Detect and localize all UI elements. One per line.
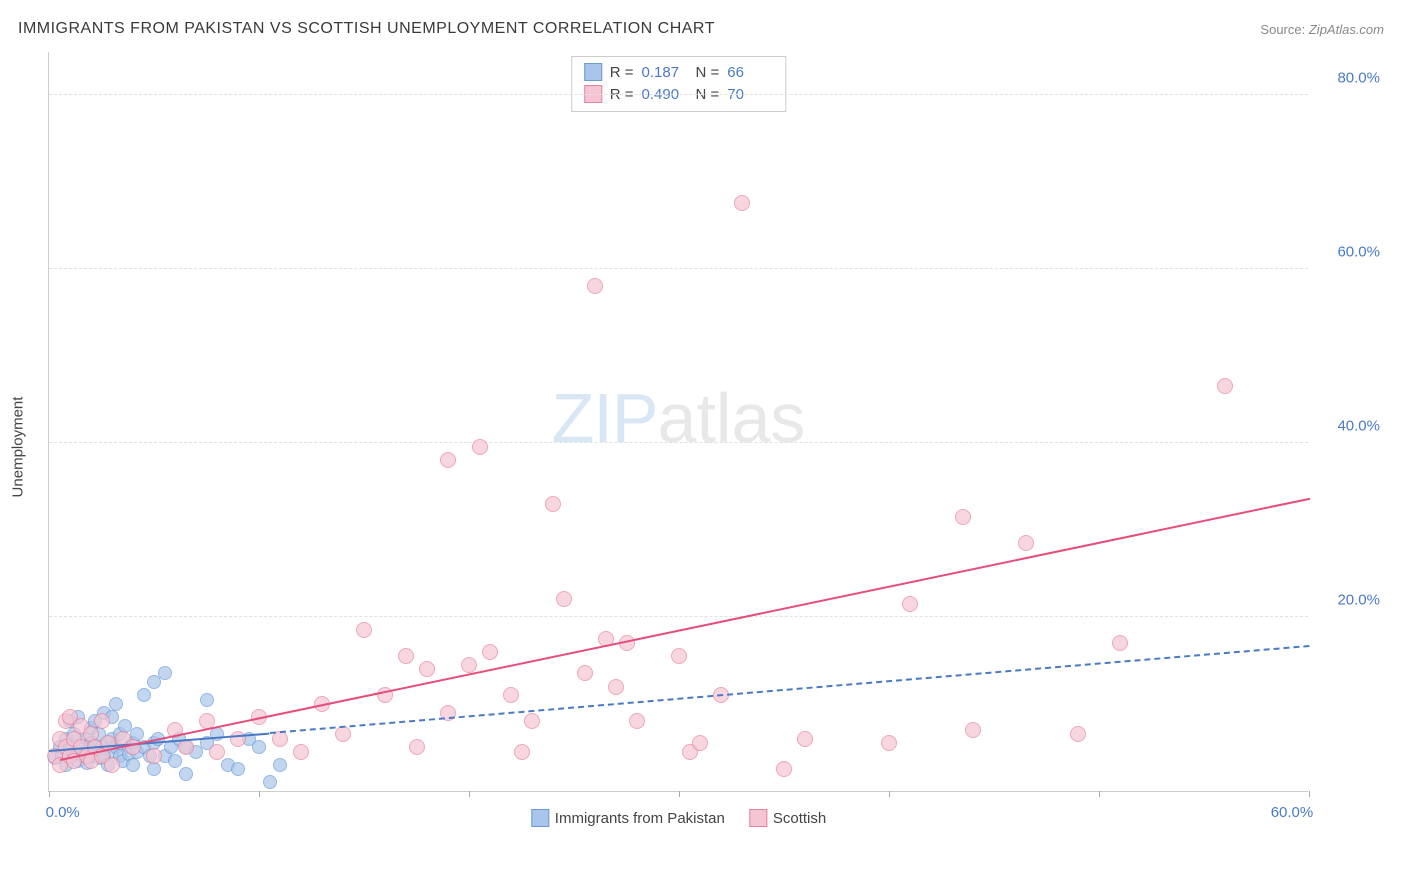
data-point <box>902 596 918 612</box>
data-point <box>178 739 194 755</box>
data-point <box>398 648 414 664</box>
data-point <box>692 735 708 751</box>
data-point <box>629 713 645 729</box>
data-point <box>461 657 477 673</box>
legend-item: Immigrants from Pakistan <box>531 809 725 827</box>
x-tick-mark <box>259 791 260 797</box>
data-point <box>231 762 245 776</box>
data-point <box>104 757 120 773</box>
x-tick-mark <box>1099 791 1100 797</box>
y-axis-label: Unemployment <box>10 397 27 498</box>
n-value: 66 <box>727 64 773 81</box>
data-point <box>335 726 351 742</box>
data-point <box>587 278 603 294</box>
gridline-h <box>49 94 1308 95</box>
trend-line <box>269 645 1309 734</box>
x-tick-label: 60.0% <box>1271 804 1314 821</box>
watermark: ZIPatlas <box>552 378 806 458</box>
data-point <box>126 758 140 772</box>
chart-title: IMMIGRANTS FROM PAKISTAN VS SCOTTISH UNE… <box>18 20 715 38</box>
legend-swatch <box>531 809 549 827</box>
legend-item: Scottish <box>749 809 826 827</box>
data-point <box>147 762 161 776</box>
x-tick-mark <box>469 791 470 797</box>
y-tick-label: 20.0% <box>1316 591 1380 608</box>
data-point <box>734 195 750 211</box>
trend-line <box>59 497 1309 760</box>
data-point <box>1018 535 1034 551</box>
x-tick-mark <box>1309 791 1310 797</box>
data-point <box>608 679 624 695</box>
data-point <box>168 754 182 768</box>
data-point <box>356 622 372 638</box>
data-point <box>671 648 687 664</box>
chart-area: Unemployment ZIPatlas R =0.187N =66R =0.… <box>48 52 1388 842</box>
data-point <box>1217 378 1233 394</box>
data-point <box>94 713 110 729</box>
gridline-h <box>49 616 1308 617</box>
data-point <box>482 644 498 660</box>
gridline-h <box>49 268 1308 269</box>
data-point <box>293 744 309 760</box>
r-label: R = <box>610 64 634 81</box>
legend-label: Immigrants from Pakistan <box>555 810 725 827</box>
data-point <box>797 731 813 747</box>
x-tick-mark <box>889 791 890 797</box>
data-point <box>209 744 225 760</box>
data-point <box>419 661 435 677</box>
y-tick-label: 40.0% <box>1316 417 1380 434</box>
legend-swatch <box>584 63 602 81</box>
source-value: ZipAtlas.com <box>1309 22 1384 37</box>
data-point <box>210 727 224 741</box>
data-point <box>1070 726 1086 742</box>
data-point <box>514 744 530 760</box>
data-point <box>146 748 162 764</box>
x-tick-mark <box>49 791 50 797</box>
gridline-h <box>49 442 1308 443</box>
data-point <box>200 693 214 707</box>
data-point <box>273 758 287 772</box>
data-point <box>472 439 488 455</box>
data-point <box>137 688 151 702</box>
data-point <box>263 775 277 789</box>
data-point <box>230 731 246 747</box>
data-point <box>409 739 425 755</box>
data-point <box>109 697 123 711</box>
data-point <box>577 665 593 681</box>
y-tick-label: 80.0% <box>1316 69 1380 86</box>
source-attribution: Source: ZipAtlas.com <box>1260 22 1384 37</box>
data-point <box>252 740 266 754</box>
x-tick-mark <box>679 791 680 797</box>
data-point <box>158 666 172 680</box>
data-point <box>179 767 193 781</box>
data-point <box>503 687 519 703</box>
data-point <box>881 735 897 751</box>
data-point <box>1112 635 1128 651</box>
data-point <box>776 761 792 777</box>
legend-swatch <box>749 809 767 827</box>
watermark-zip: ZIP <box>552 379 658 457</box>
data-point <box>955 509 971 525</box>
data-point <box>545 496 561 512</box>
data-point <box>524 713 540 729</box>
y-tick-label: 60.0% <box>1316 243 1380 260</box>
data-point <box>440 452 456 468</box>
source-label: Source: <box>1260 22 1305 37</box>
n-label: N = <box>696 64 720 81</box>
r-value: 0.187 <box>642 64 688 81</box>
legend-row: R = 0.187 N = 66 <box>584 61 774 83</box>
scatter-plot: ZIPatlas R =0.187N =66R =0.490N =70 Immi… <box>48 52 1308 792</box>
data-point <box>556 591 572 607</box>
watermark-atlas: atlas <box>658 379 806 457</box>
x-tick-label: 0.0% <box>46 804 80 821</box>
series-legend: Immigrants from Pakistan Scottish <box>531 809 826 827</box>
correlation-legend: R =0.187N =66R =0.490N =70 <box>571 56 787 112</box>
legend-label: Scottish <box>773 810 826 827</box>
data-point <box>965 722 981 738</box>
